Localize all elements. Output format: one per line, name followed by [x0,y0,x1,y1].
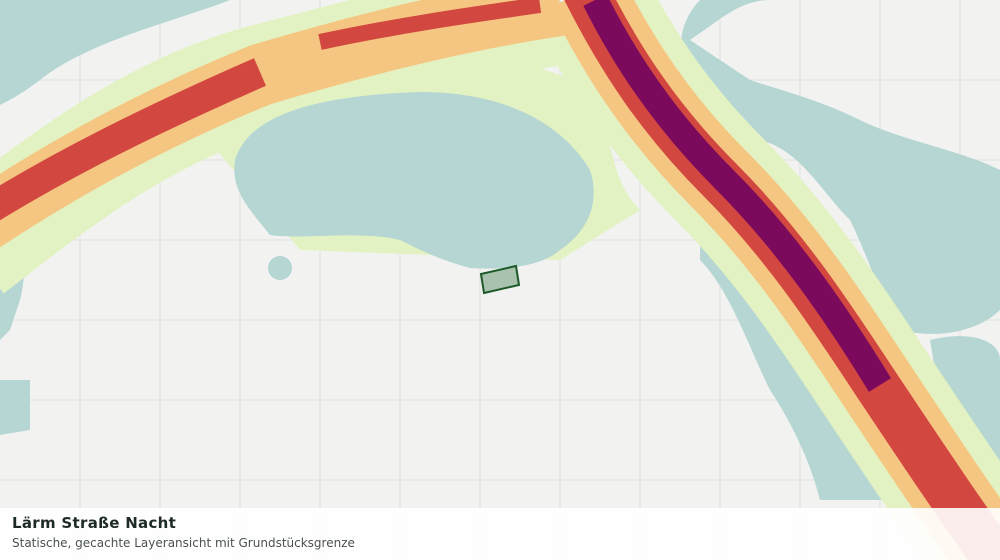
water-area [681,0,1000,334]
caption-panel: Lärm Straße Nacht Statische, gecachte La… [0,508,1000,560]
layer-subtitle: Statische, gecachte Layeransicht mit Gru… [12,536,355,550]
water-area [268,256,292,280]
water-area [0,0,230,105]
water-area [234,92,594,269]
layer-title: Lärm Straße Nacht [12,514,177,532]
noise-band-high [0,58,266,221]
water-area [0,380,30,435]
noise-band-very-high [583,0,892,392]
parcel-boundary[interactable] [479,264,521,295]
noise-band-high [318,0,542,50]
